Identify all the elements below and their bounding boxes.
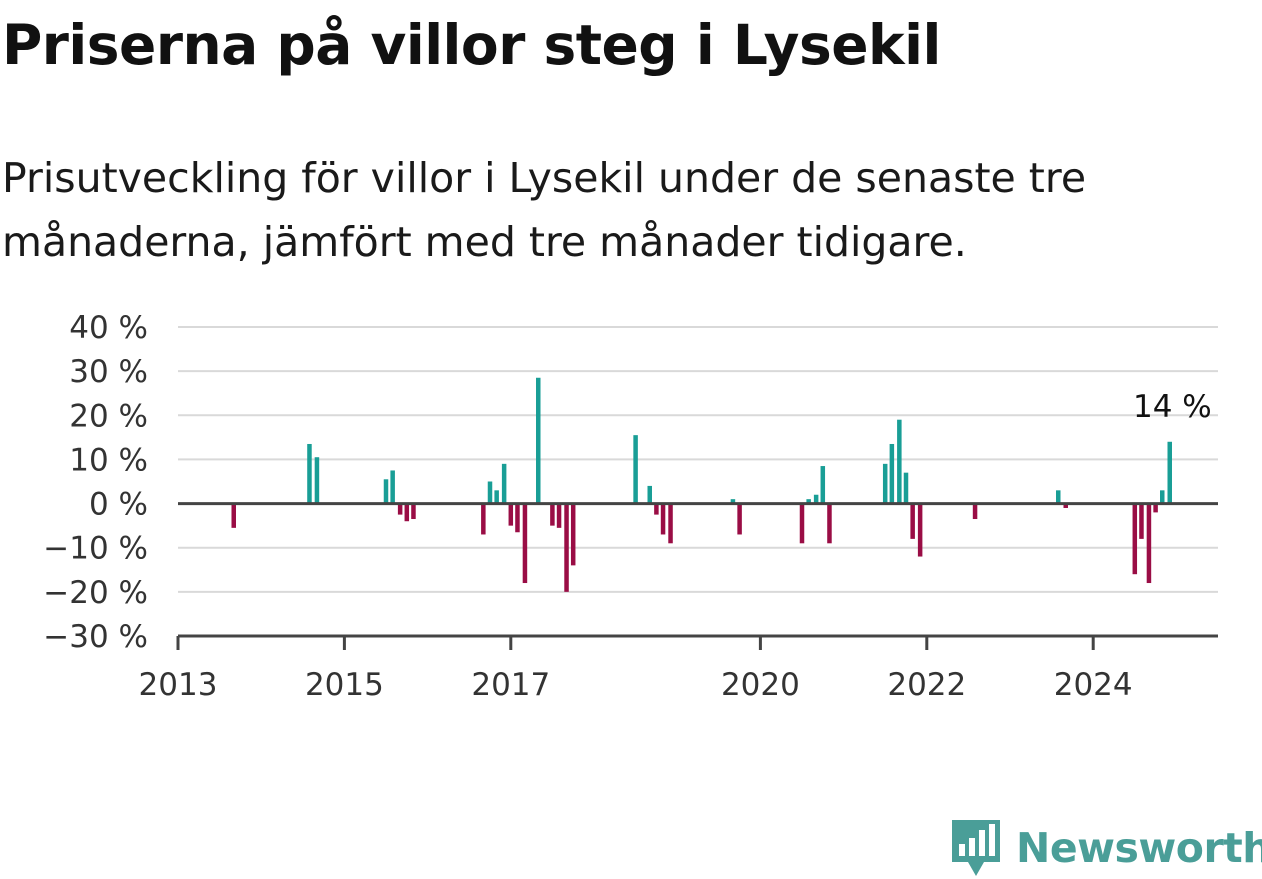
bar xyxy=(654,503,659,515)
bar xyxy=(903,472,909,504)
bar xyxy=(897,419,902,504)
bar xyxy=(1167,441,1172,504)
bar xyxy=(515,503,520,533)
bar xyxy=(487,481,493,504)
y-tick-label: 30 % xyxy=(69,354,148,390)
bar xyxy=(813,494,819,504)
y-tick-label: 20 % xyxy=(69,398,148,434)
x-tick-label: 2017 xyxy=(471,667,550,703)
bar xyxy=(633,435,638,504)
x-tick-label: 2015 xyxy=(305,667,384,703)
bar xyxy=(564,503,569,592)
latest-value-label: 14 % xyxy=(1133,389,1212,425)
newsworthy-logo: Newsworthy xyxy=(950,818,1262,878)
bar xyxy=(314,457,320,504)
bar xyxy=(556,503,562,528)
page-title: Priserna på villor steg i Lysekil xyxy=(2,13,941,77)
bar xyxy=(508,503,514,526)
x-tick-label: 2020 xyxy=(721,667,800,703)
bar xyxy=(889,443,895,504)
labels: 40 % 30 % 20 % 10 % 0 % −10 % −20 % −30 % 2013 20… xyxy=(43,310,1211,703)
bar xyxy=(660,503,666,535)
y-tick-label: 0 % xyxy=(89,487,148,523)
bar xyxy=(397,503,403,515)
y-tick-label: −20 % xyxy=(43,575,148,611)
bar xyxy=(570,503,576,566)
bar xyxy=(307,443,312,504)
bar xyxy=(972,503,978,520)
y-tick-label: 10 % xyxy=(69,442,148,478)
bar xyxy=(1063,503,1068,508)
x-tick-label: 2024 xyxy=(1054,667,1133,703)
bar xyxy=(882,463,888,504)
bar xyxy=(550,503,555,526)
bar xyxy=(1132,503,1138,575)
bar xyxy=(1139,503,1144,539)
bar xyxy=(404,503,410,522)
bar xyxy=(536,377,541,504)
bar xyxy=(231,503,236,528)
bar xyxy=(1153,503,1158,513)
axes xyxy=(176,502,1218,650)
bar xyxy=(820,466,826,504)
bar xyxy=(481,503,486,535)
bar xyxy=(647,485,652,504)
bar xyxy=(411,503,416,520)
bar xyxy=(737,503,742,535)
y-tick-label: −30 % xyxy=(43,619,148,655)
bars xyxy=(231,377,1172,592)
bar xyxy=(730,499,736,504)
bar xyxy=(390,470,395,504)
y-tick-label: 40 % xyxy=(69,310,148,346)
bar xyxy=(522,503,528,584)
bar xyxy=(799,503,805,544)
bar xyxy=(383,479,389,504)
bar xyxy=(1056,490,1061,504)
newsworthy-bar-chart-logo-icon xyxy=(952,820,1000,876)
bar xyxy=(1146,503,1152,584)
bar xyxy=(668,503,673,544)
gridlines xyxy=(178,326,1218,593)
bar xyxy=(494,490,499,504)
bar xyxy=(806,499,811,504)
brand-name: Newsworthy xyxy=(1016,824,1262,872)
x-tick-label: 2013 xyxy=(139,667,218,703)
bar xyxy=(1160,490,1165,504)
bar xyxy=(827,503,832,544)
bar xyxy=(910,503,915,539)
bar xyxy=(917,503,923,557)
y-tick-label: −10 % xyxy=(43,531,148,567)
page-subtitle: Prisutveckling för villor i Lysekil unde… xyxy=(2,154,1087,266)
bar xyxy=(501,463,507,504)
x-tick-label: 2022 xyxy=(887,667,966,703)
